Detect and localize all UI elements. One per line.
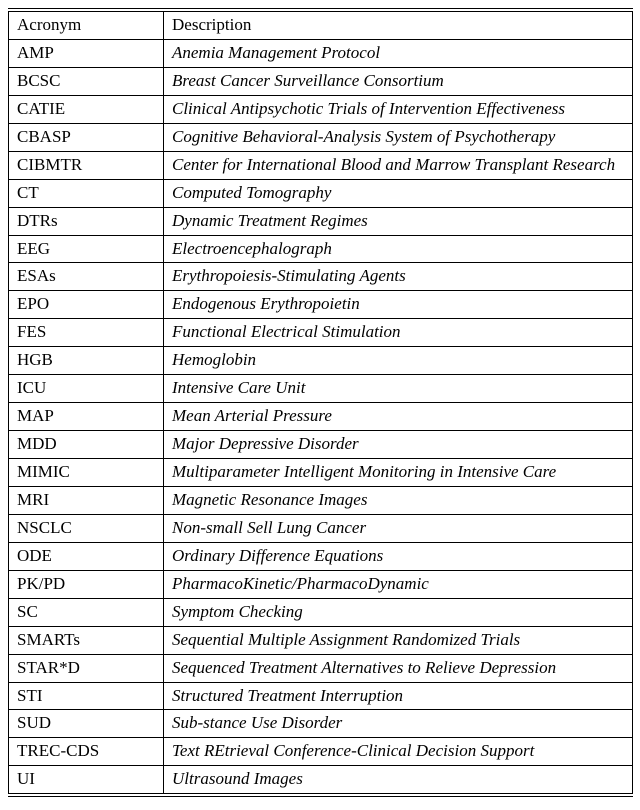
cell-description: Sub-stance Use Disorder bbox=[164, 710, 633, 738]
cell-acronym: STAR*D bbox=[9, 654, 164, 682]
cell-acronym: SUD bbox=[9, 710, 164, 738]
cell-acronym: MDD bbox=[9, 431, 164, 459]
cell-description: Functional Electrical Stimulation bbox=[164, 319, 633, 347]
table-row: CIBMTRCenter for International Blood and… bbox=[9, 151, 633, 179]
table-row: STAR*DSequenced Treatment Alternatives t… bbox=[9, 654, 633, 682]
header-description: Description bbox=[164, 12, 633, 40]
cell-description: Mean Arterial Pressure bbox=[164, 403, 633, 431]
cell-description: Cognitive Behavioral-Analysis System of … bbox=[164, 123, 633, 151]
cell-acronym: ESAs bbox=[9, 263, 164, 291]
cell-description: Sequential Multiple Assignment Randomize… bbox=[164, 626, 633, 654]
table-row: CBASPCognitive Behavioral-Analysis Syste… bbox=[9, 123, 633, 151]
cell-description: Hemoglobin bbox=[164, 347, 633, 375]
cell-description: Electroencephalograph bbox=[164, 235, 633, 263]
cell-description: Intensive Care Unit bbox=[164, 375, 633, 403]
table-row: ICUIntensive Care Unit bbox=[9, 375, 633, 403]
cell-acronym: SMARTs bbox=[9, 626, 164, 654]
table-row: SUDSub-stance Use Disorder bbox=[9, 710, 633, 738]
cell-description: Dynamic Treatment Regimes bbox=[164, 207, 633, 235]
cell-description: Center for International Blood and Marro… bbox=[164, 151, 633, 179]
cell-description: Breast Cancer Surveillance Consortium bbox=[164, 67, 633, 95]
table-row: CTComputed Tomography bbox=[9, 179, 633, 207]
cell-acronym: MRI bbox=[9, 486, 164, 514]
cell-description: Endogenous Erythropoietin bbox=[164, 291, 633, 319]
cell-acronym: CATIE bbox=[9, 95, 164, 123]
cell-acronym: AMP bbox=[9, 39, 164, 67]
table-row: CATIEClinical Antipsychotic Trials of In… bbox=[9, 95, 633, 123]
table-row: MRI Magnetic Resonance Images bbox=[9, 486, 633, 514]
cell-description: Clinical Antipsychotic Trials of Interve… bbox=[164, 95, 633, 123]
table-row: SMARTsSequential Multiple Assignment Ran… bbox=[9, 626, 633, 654]
cell-acronym: HGB bbox=[9, 347, 164, 375]
cell-description: Symptom Checking bbox=[164, 598, 633, 626]
table-row: EEGElectroencephalograph bbox=[9, 235, 633, 263]
cell-description: Structured Treatment Interruption bbox=[164, 682, 633, 710]
cell-acronym: FES bbox=[9, 319, 164, 347]
cell-acronym: ODE bbox=[9, 542, 164, 570]
cell-description: Sequenced Treatment Alternatives to Reli… bbox=[164, 654, 633, 682]
cell-acronym: SC bbox=[9, 598, 164, 626]
cell-description: Non-small Sell Lung Cancer bbox=[164, 514, 633, 542]
cell-acronym: EPO bbox=[9, 291, 164, 319]
cell-acronym: STI bbox=[9, 682, 164, 710]
table-body: AMPAnemia Management ProtocolBCSCBreast … bbox=[9, 39, 633, 793]
table-row: NSCLCNon-small Sell Lung Cancer bbox=[9, 514, 633, 542]
cell-description: PharmacoKinetic/PharmacoDynamic bbox=[164, 570, 633, 598]
cell-description: Ordinary Difference Equations bbox=[164, 542, 633, 570]
cell-description: Computed Tomography bbox=[164, 179, 633, 207]
cell-description: Multiparameter Intelligent Monitoring in… bbox=[164, 459, 633, 487]
cell-acronym: DTRs bbox=[9, 207, 164, 235]
table-row: HGBHemoglobin bbox=[9, 347, 633, 375]
table-row: AMPAnemia Management Protocol bbox=[9, 39, 633, 67]
cell-acronym: TREC-CDS bbox=[9, 738, 164, 766]
cell-description: Text REtrieval Conference-Clinical Decis… bbox=[164, 738, 633, 766]
table-header-row: Acronym Description bbox=[9, 12, 633, 40]
table-row: BCSCBreast Cancer Surveillance Consortiu… bbox=[9, 67, 633, 95]
table-row: SCSymptom Checking bbox=[9, 598, 633, 626]
cell-acronym: CBASP bbox=[9, 123, 164, 151]
cell-description: Magnetic Resonance Images bbox=[164, 486, 633, 514]
table-row: EPOEndogenous Erythropoietin bbox=[9, 291, 633, 319]
table-row: ESAsErythropoiesis-Stimulating Agents bbox=[9, 263, 633, 291]
cell-description: Ultrasound Images bbox=[164, 766, 633, 794]
cell-acronym: CT bbox=[9, 179, 164, 207]
cell-description: Erythropoiesis-Stimulating Agents bbox=[164, 263, 633, 291]
acronym-table: Acronym Description AMPAnemia Management… bbox=[8, 11, 633, 794]
table-row: PK/PDPharmacoKinetic/PharmacoDynamic bbox=[9, 570, 633, 598]
table-row: FESFunctional Electrical Stimulation bbox=[9, 319, 633, 347]
table-row: MDDMajor Depressive Disorder bbox=[9, 431, 633, 459]
table-row: UIUltrasound Images bbox=[9, 766, 633, 794]
cell-acronym: MAP bbox=[9, 403, 164, 431]
cell-acronym: EEG bbox=[9, 235, 164, 263]
cell-description: Major Depressive Disorder bbox=[164, 431, 633, 459]
cell-acronym: PK/PD bbox=[9, 570, 164, 598]
table-row: MIMICMultiparameter Intelligent Monitori… bbox=[9, 459, 633, 487]
cell-acronym: BCSC bbox=[9, 67, 164, 95]
table-row: STIStructured Treatment Interruption bbox=[9, 682, 633, 710]
cell-acronym: MIMIC bbox=[9, 459, 164, 487]
table-row: TREC-CDSText REtrieval Conference-Clinic… bbox=[9, 738, 633, 766]
acronym-table-wrap: Acronym Description AMPAnemia Management… bbox=[8, 8, 633, 797]
header-acronym: Acronym bbox=[9, 12, 164, 40]
cell-acronym: UI bbox=[9, 766, 164, 794]
table-row: MAPMean Arterial Pressure bbox=[9, 403, 633, 431]
cell-description: Anemia Management Protocol bbox=[164, 39, 633, 67]
cell-acronym: CIBMTR bbox=[9, 151, 164, 179]
cell-acronym: NSCLC bbox=[9, 514, 164, 542]
table-row: DTRsDynamic Treatment Regimes bbox=[9, 207, 633, 235]
table-row: ODEOrdinary Difference Equations bbox=[9, 542, 633, 570]
cell-acronym: ICU bbox=[9, 375, 164, 403]
